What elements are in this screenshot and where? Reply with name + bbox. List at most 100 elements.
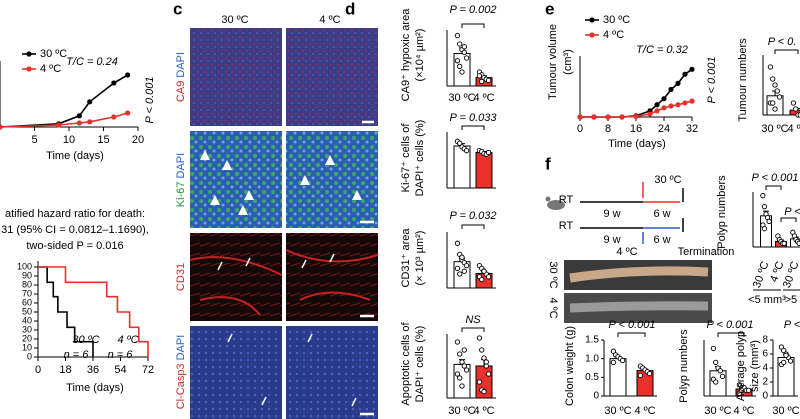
y-axis-label: Colon weight (g)	[564, 326, 576, 406]
column-label: 4 ºC	[319, 14, 340, 26]
point	[125, 72, 131, 78]
column-label: 30 ºC	[221, 14, 248, 26]
point	[661, 96, 667, 102]
data-point	[790, 100, 797, 106]
annotation: P = 0.033	[450, 112, 498, 124]
data-point	[619, 357, 626, 364]
x-tick-label: 72	[142, 364, 154, 376]
data-point	[485, 77, 492, 84]
y-axis-label: (× 10³ µm²)	[414, 231, 426, 286]
data-point	[776, 94, 783, 100]
data-point	[476, 335, 483, 341]
data-point	[454, 58, 461, 64]
data-point	[610, 348, 617, 354]
x-tick-label: 16	[630, 123, 642, 135]
annotation: n = 6	[108, 349, 134, 361]
data-point	[793, 106, 799, 112]
micrograph	[286, 28, 378, 126]
row-label: CD31	[175, 263, 187, 291]
annotation: NS	[465, 314, 481, 326]
y-axis-label: Ki-67⁺ cells of	[400, 123, 412, 193]
data-point	[457, 41, 463, 47]
data-point	[760, 193, 766, 199]
data-point	[766, 218, 772, 224]
point	[125, 110, 131, 116]
data-point	[457, 140, 463, 146]
y-axis-label: DAPI⁺ cells (%)	[414, 326, 426, 403]
group-label: >5 m	[785, 294, 800, 306]
data-point	[481, 268, 487, 274]
bracket	[461, 125, 485, 130]
hazard-text: atified hazard ratio for death:	[5, 208, 145, 220]
y-tick-label: 40	[22, 315, 32, 325]
x-tick-label: 0	[35, 364, 41, 376]
y-tick-label: 30	[22, 324, 32, 334]
point	[682, 71, 688, 77]
point	[605, 114, 611, 120]
micrograph	[190, 28, 282, 126]
data-point	[774, 88, 780, 94]
data-point	[463, 262, 470, 269]
y-axis-label: DAPI⁺ cells (%)	[414, 120, 426, 197]
y-axis-label: CA9⁺ hypoxic area	[400, 8, 412, 102]
annotation: P < 0.001	[706, 57, 718, 104]
point	[591, 114, 597, 120]
y-axis-label: CD31⁺ area	[400, 228, 412, 288]
data-point	[481, 388, 487, 395]
annotation: P < 0.001	[144, 77, 156, 124]
data-point	[481, 355, 487, 361]
data-point	[796, 240, 800, 246]
data-point	[717, 368, 723, 374]
micrograph	[190, 131, 282, 228]
row-label: Cl-Casp3 DAPI	[175, 335, 187, 410]
x-tick-label: 18	[59, 364, 71, 376]
photo-label: 30 ºC	[547, 261, 559, 288]
x-tick-label: 30 ºC	[604, 405, 631, 417]
schematic: RT 9 w 30 ºC 6 w RT 9 w 6 w 4 ºC Termina…	[545, 174, 734, 258]
point	[654, 108, 660, 114]
annotation: P = 0.032	[450, 210, 497, 222]
x-tick-label: 4 ºC	[634, 405, 655, 417]
micrograph	[286, 233, 378, 321]
point	[87, 99, 93, 105]
data-point	[761, 226, 768, 232]
data-point	[454, 32, 461, 39]
mouse-icon	[545, 196, 551, 202]
y-tick-label: 0	[762, 391, 768, 402]
micrograph	[286, 131, 378, 228]
data-point	[761, 204, 768, 210]
schematic-text: 9 w	[603, 208, 620, 220]
schematic-text: 6 w	[653, 208, 670, 220]
point	[647, 111, 653, 117]
point	[619, 114, 625, 120]
y-axis-label: Apoptotic cells of	[400, 321, 412, 405]
data-point	[461, 347, 467, 353]
photo	[569, 301, 709, 313]
series-line	[38, 266, 149, 357]
y-tick-label: 100	[17, 261, 32, 271]
point	[668, 103, 674, 109]
point	[87, 119, 93, 125]
y-tick-label: 80	[22, 279, 32, 289]
legend-marker	[26, 66, 32, 72]
data-point	[461, 268, 467, 274]
x-tick-label: 15	[97, 134, 109, 146]
point	[111, 114, 117, 120]
point	[682, 100, 688, 106]
data-point	[457, 351, 463, 357]
bracket	[774, 49, 799, 54]
point	[689, 98, 695, 104]
data-point	[710, 345, 717, 352]
bar	[475, 152, 493, 189]
data-point	[781, 359, 787, 366]
schematic-text: 4 ºC	[616, 246, 637, 258]
data-point	[646, 370, 653, 377]
data-point	[459, 359, 465, 365]
data-point	[485, 149, 492, 156]
point	[661, 105, 667, 111]
data-point	[461, 363, 467, 369]
annotation: P < 0.001	[609, 319, 656, 331]
point	[689, 66, 695, 72]
data-point	[770, 100, 776, 106]
arrowheads	[200, 150, 362, 215]
